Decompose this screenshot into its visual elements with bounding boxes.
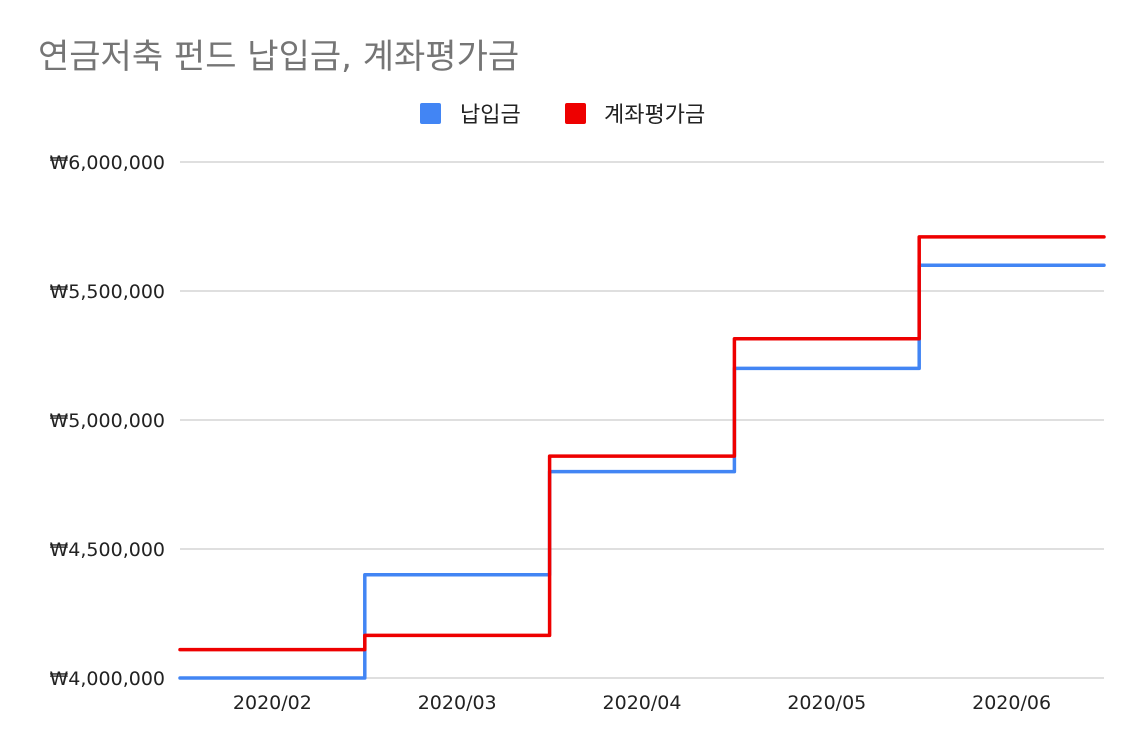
y-axis: ₩4,000,000 ₩4,500,000 ₩5,000,000 ₩5,500,000… (50, 152, 165, 690)
y-tick-label: ₩6,000,000 (50, 152, 165, 174)
y-tick-label: ₩4,500,000 (50, 539, 165, 561)
y-tick-label: ₩4,000,000 (50, 668, 165, 690)
x-tick-label: 2020/05 (787, 692, 866, 714)
gridlines (180, 161, 1104, 679)
x-tick-label: 2020/06 (972, 692, 1051, 714)
chart-title: 연금저축 펀드 납입금, 계좌평가금 (38, 37, 519, 77)
legend-swatch-valuation (565, 103, 586, 124)
legend-label-valuation: 계좌평가금 (604, 103, 705, 128)
y-tick-label: ₩5,000,000 (50, 410, 165, 432)
x-tick-label: 2020/04 (603, 692, 682, 714)
x-tick-label: 2020/02 (233, 692, 312, 714)
x-axis: 2020/02 2020/03 2020/04 2020/05 2020/06 (233, 692, 1051, 714)
x-tick-label: 2020/03 (418, 692, 497, 714)
series-line-payment (178, 263, 1106, 680)
legend: 납입금 계좌평가금 (420, 103, 705, 128)
legend-swatch-payment (420, 103, 441, 124)
legend-label-payment: 납입금 (460, 103, 521, 128)
plot-area (178, 235, 1106, 680)
y-tick-label: ₩5,500,000 (50, 281, 165, 303)
series-line-valuation (178, 235, 1106, 652)
